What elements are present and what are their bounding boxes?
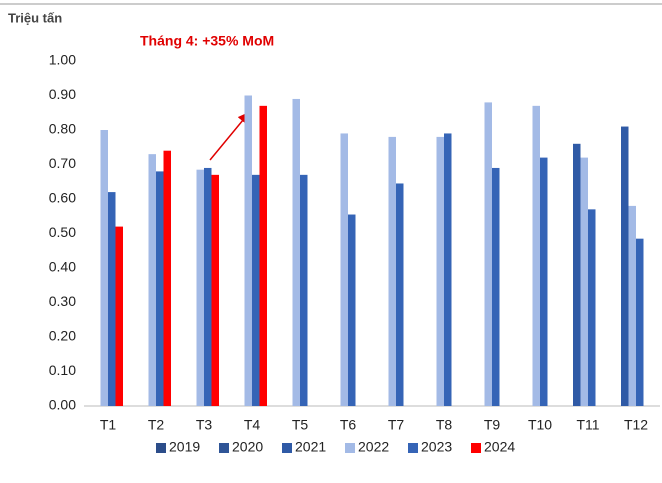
bar [588, 209, 596, 406]
bar [532, 105, 540, 406]
y-tick-label: 0.70 [49, 155, 76, 171]
y-tick-label: 0.90 [49, 86, 76, 102]
y-tick-label: 0.30 [49, 293, 76, 309]
bar [396, 183, 404, 406]
legend-label: 2023 [421, 439, 452, 455]
y-tick-label: 0.60 [49, 190, 76, 206]
bar [156, 171, 164, 406]
x-tick-label: T6 [340, 417, 357, 433]
y-tick-label: 0.10 [49, 362, 76, 378]
bar [211, 174, 219, 406]
legend-label: 2019 [169, 439, 200, 455]
bar [621, 126, 629, 407]
bar [204, 167, 212, 406]
y-tick-label: 0.00 [49, 397, 76, 413]
bar [436, 136, 444, 406]
x-tick-label: T1 [100, 417, 117, 433]
y-tick-label: 1.00 [49, 52, 76, 68]
x-tick-label: T7 [388, 417, 405, 433]
bar [348, 214, 356, 406]
bar [573, 143, 581, 407]
bar [388, 136, 396, 406]
x-tick-label: T12 [624, 417, 648, 433]
bar [292, 98, 300, 406]
x-tick-label: T8 [436, 417, 453, 433]
bar [492, 167, 500, 406]
legend-swatch [471, 443, 481, 453]
x-tick-label: T11 [576, 417, 599, 433]
bar [196, 169, 204, 406]
bar [148, 154, 156, 406]
bar [252, 174, 260, 406]
x-tick-label: T3 [196, 417, 213, 433]
bar [300, 174, 308, 406]
legend-label: 2024 [484, 439, 515, 455]
y-tick-label: 0.20 [49, 328, 76, 344]
legend-swatch [282, 443, 292, 453]
x-tick-label: T4 [244, 417, 261, 433]
bar [115, 226, 123, 406]
bar [244, 95, 252, 406]
bar [100, 130, 108, 406]
legend-swatch [408, 443, 418, 453]
bar [444, 133, 452, 406]
bar [484, 102, 492, 407]
bar [340, 133, 348, 406]
legend-label: 2020 [232, 439, 263, 455]
bar [540, 157, 548, 406]
annotation-arrow [209, 111, 250, 161]
annotation: Tháng 4: +35% MoM [140, 33, 274, 49]
x-tick-label: T5 [292, 417, 309, 433]
bar [108, 192, 116, 406]
y-tick-label: 0.40 [49, 259, 76, 275]
legend-label: 2022 [358, 439, 389, 455]
x-tick-label: T2 [148, 417, 165, 433]
bar [636, 238, 644, 406]
bar [259, 105, 267, 406]
legend-label: 2021 [295, 439, 326, 455]
y-tick-label: 0.80 [49, 121, 76, 137]
x-tick-label: T10 [528, 417, 552, 433]
legend-swatch [219, 443, 229, 453]
bar [580, 157, 588, 406]
bar [628, 205, 636, 406]
legend-swatch [345, 443, 355, 453]
legend-swatch [156, 443, 166, 453]
y-tick-label: 0.50 [49, 224, 76, 240]
bar [163, 150, 171, 406]
x-tick-label: T9 [484, 417, 501, 433]
y-axis-label: Triệu tấn [8, 10, 62, 25]
